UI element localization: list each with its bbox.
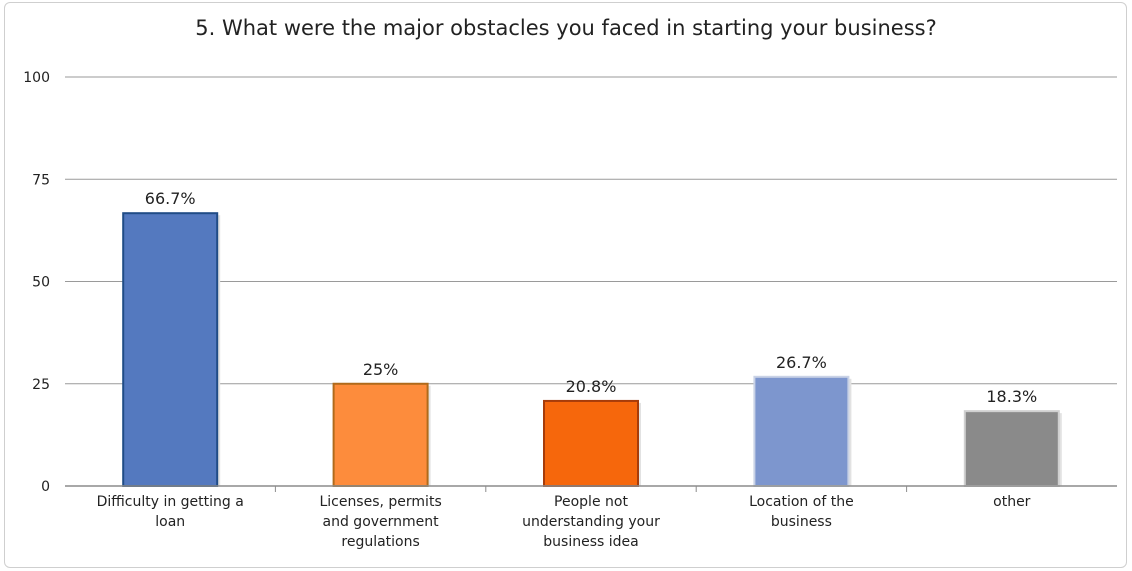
x-category-label-line: understanding your bbox=[522, 514, 660, 530]
data-label: 18.3% bbox=[986, 387, 1037, 406]
data-label: 26.7% bbox=[776, 353, 827, 372]
y-tick-label: 100 bbox=[23, 70, 50, 86]
x-category-label-line: loan bbox=[155, 514, 185, 530]
data-label: 66.7% bbox=[145, 189, 196, 208]
x-category-label: Licenses, permits and government regulatio… bbox=[319, 494, 441, 550]
x-category-label: other bbox=[993, 494, 1031, 510]
bar bbox=[122, 212, 219, 488]
x-category-label: Difficulty in getting a loan bbox=[97, 494, 244, 530]
y-tick-label: 25 bbox=[32, 377, 50, 393]
x-category-label-line: Location of the bbox=[749, 494, 854, 510]
x-category-label-line: Licenses, permits bbox=[319, 494, 441, 510]
y-tick-label: 75 bbox=[32, 172, 50, 188]
x-category-label-line: other bbox=[993, 494, 1031, 510]
x-category-label: People not understanding your business ide… bbox=[522, 494, 660, 550]
x-category-label-line: business idea bbox=[543, 534, 638, 550]
bar bbox=[332, 382, 429, 487]
x-category-label-line: People not bbox=[554, 494, 628, 510]
gridlines bbox=[65, 76, 1117, 385]
bar bbox=[753, 375, 850, 487]
bar bbox=[963, 410, 1060, 488]
chart-title: 5. What were the major obstacles you fac… bbox=[195, 16, 937, 40]
x-category-label-line: business bbox=[771, 514, 832, 530]
data-label: 25% bbox=[363, 360, 399, 379]
bars: 66.7% 25% 20.8% 26.7% 18.3% bbox=[122, 189, 1062, 488]
x-axis: Difficulty in getting a loan Licenses, per… bbox=[65, 485, 1117, 550]
y-tick-label: 0 bbox=[41, 479, 50, 495]
x-category-label-line: Difficulty in getting a bbox=[97, 494, 244, 510]
y-tick-label: 50 bbox=[32, 275, 50, 291]
x-category-label-line: and government bbox=[323, 514, 440, 530]
y-axis: 0 25 50 75 100 bbox=[23, 70, 50, 495]
x-category-label: Location of the business bbox=[749, 494, 854, 530]
x-category-label-line: regulations bbox=[341, 534, 419, 550]
data-label: 20.8% bbox=[566, 377, 617, 396]
bar bbox=[543, 399, 639, 488]
